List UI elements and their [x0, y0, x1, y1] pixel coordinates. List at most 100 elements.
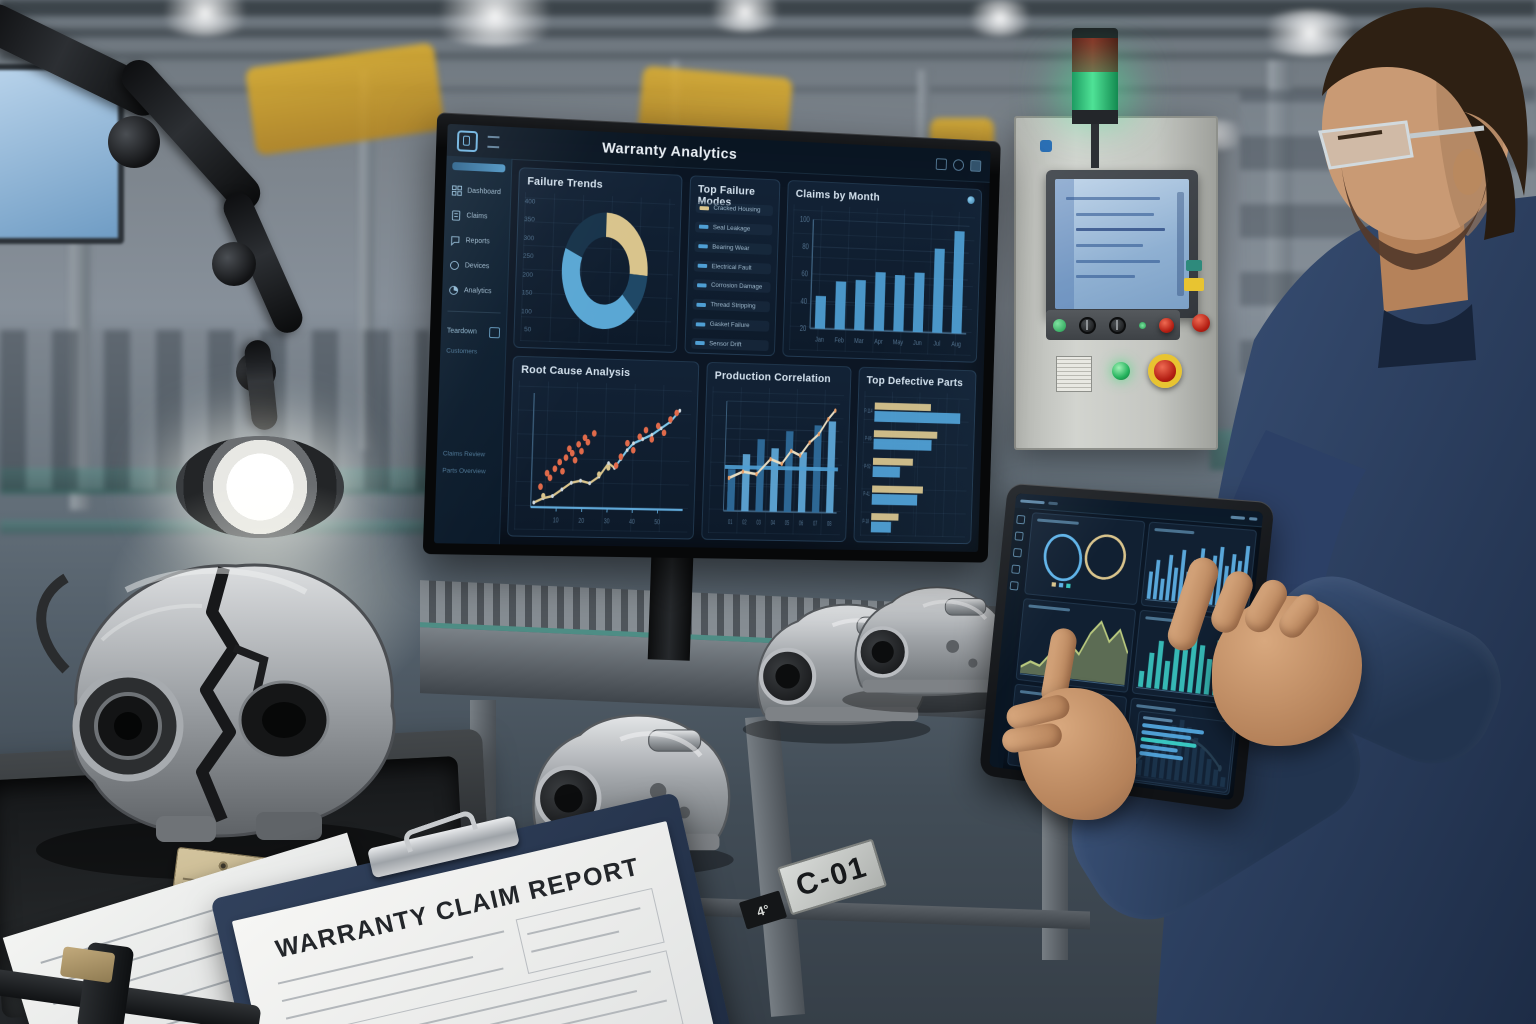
sidebar-item-dashboard[interactable]: Dashboard [445, 178, 511, 206]
broken-part [36, 563, 416, 880]
svg-text:40: 40 [800, 296, 807, 306]
svg-text:P-52: P-52 [864, 463, 871, 470]
pie-icon [448, 285, 459, 296]
hmi-terminal [1046, 170, 1198, 318]
stack-green-segment [1072, 72, 1118, 110]
sidebar-item-customers[interactable]: Customers [446, 347, 478, 356]
legend-item[interactable]: Bearing Wear [694, 240, 772, 255]
selector-switch-2[interactable] [1108, 316, 1126, 334]
svg-text:06: 06 [799, 521, 804, 528]
sidebar-item-claims[interactable]: Claims [444, 203, 510, 231]
layout-icon[interactable] [935, 158, 947, 171]
legend-swatch [699, 205, 709, 210]
svg-text:P-41: P-41 [863, 491, 870, 498]
legend-item[interactable]: Cracked Housing [695, 201, 773, 217]
svg-text:20: 20 [799, 323, 806, 333]
sidebar-item-devices[interactable]: Devices [443, 252, 509, 279]
legend-item[interactable]: Gasket Failure [691, 318, 770, 332]
svg-text:04: 04 [770, 520, 775, 527]
sidebar-item-teardown[interactable]: Teardown [441, 319, 507, 344]
stack-light [1072, 28, 1118, 168]
legend-item[interactable]: Electrical Fault [693, 260, 772, 274]
svg-text:10: 10 [553, 517, 559, 525]
green-pilot-light [1112, 362, 1130, 380]
failure-modes-legend: Cracked Housing Seal Leakage Bearing Wea… [690, 201, 773, 352]
control-cabinet [1014, 116, 1218, 450]
yellow-label [1184, 278, 1204, 291]
start-button[interactable] [1052, 318, 1066, 332]
page-title: Warranty Analytics [601, 139, 738, 163]
svg-text:80: 80 [802, 242, 809, 252]
svg-text:Feb: Feb [834, 337, 844, 345]
cabinet-button-strip [1046, 310, 1180, 340]
panel-production-correlation: Production Correlation 01 02 03 04 05 06 07 08 [700, 361, 852, 543]
tablet-panel-area[interactable] [1015, 598, 1137, 693]
tablet-area-chart [1020, 607, 1132, 688]
hmi-screen[interactable] [1055, 179, 1189, 309]
user-avatar-icon[interactable] [970, 159, 982, 172]
spec-sticker [1056, 356, 1092, 392]
svg-text:03: 03 [756, 520, 761, 527]
svg-text:30: 30 [604, 518, 610, 526]
legend-item[interactable]: Corrosion Damage [692, 279, 771, 294]
estop-small[interactable] [1158, 317, 1174, 333]
production-correlation-chart: 01 02 03 04 05 06 07 08 [708, 388, 844, 537]
panel-top-defective-parts: Top Defective Parts P-114 P-86 P-52 P-41 P-1… [853, 366, 977, 545]
legend-item[interactable]: Sensor Drift [690, 337, 769, 352]
bell-icon[interactable] [952, 159, 965, 172]
top-defective-parts-chart: P-114 P-86 P-52 P-41 P-18 [860, 393, 970, 539]
svg-text:Apr: Apr [874, 338, 883, 346]
claims-by-month-bar-chart: 100 80 60 40 20 Jan Feb Mar Apr May Jun Jul Aug [789, 206, 975, 357]
svg-text:40: 40 [629, 518, 635, 526]
dashboard-screen: Warranty Analytics Dashboard Claims [433, 123, 991, 552]
panel-claims-by-month: Claims by Month 100 80 60 40 20 Jan Feb Mar Apr M… [782, 179, 983, 363]
legend-item[interactable]: Seal Leakage [694, 221, 773, 236]
svg-text:P-18: P-18 [862, 518, 869, 525]
teal-label [1186, 260, 1202, 271]
stack-red-segment [1072, 38, 1118, 72]
sidebar-footer-link-1[interactable]: Claims Review [442, 450, 486, 459]
external-link-icon [488, 327, 501, 339]
chat-icon [450, 235, 461, 246]
svg-text:Mar: Mar [854, 338, 864, 346]
app-logo-icon [456, 129, 479, 152]
svg-text:Jan: Jan [815, 336, 824, 344]
panel-root-cause: Root Cause Analysis 10 20 30 40 50 [507, 355, 700, 540]
svg-text:05: 05 [784, 520, 789, 527]
svg-text:Jul: Jul [933, 340, 941, 348]
status-led [1138, 321, 1146, 329]
sidebar-footer-link-2[interactable]: Parts Overview [442, 467, 486, 476]
root-cause-scatter-chart: 10 20 30 40 50 [514, 383, 692, 535]
svg-text:01: 01 [728, 519, 733, 526]
svg-text:20: 20 [578, 517, 584, 525]
sidebar-item-analytics[interactable]: Analytics [442, 277, 508, 304]
svg-text:02: 02 [742, 520, 747, 527]
sidebar: Dashboard Claims Reports Devices Analyti… [433, 155, 513, 545]
menu-icon[interactable] [487, 135, 500, 149]
panel-top-failure-modes: Top Failure Modes Cracked Housing Seal L… [684, 175, 781, 357]
svg-text:60: 60 [801, 269, 808, 279]
svg-text:07: 07 [813, 521, 818, 528]
wall-monitor: Warranty Analytics Dashboard Claims [422, 112, 1001, 563]
grid-icon [452, 185, 462, 196]
svg-text:100: 100 [800, 214, 810, 224]
circle-icon [449, 260, 460, 271]
svg-text:Aug: Aug [951, 341, 961, 349]
legend-item[interactable]: Thread Stripping [692, 298, 770, 313]
estop-side[interactable] [1192, 314, 1210, 332]
svg-text:50: 50 [654, 518, 660, 526]
svg-text:P-86: P-86 [865, 435, 872, 442]
svg-text:May: May [893, 339, 904, 347]
estop-main[interactable] [1148, 354, 1182, 388]
document-icon [451, 210, 462, 221]
svg-text:P-114: P-114 [864, 408, 873, 415]
svg-text:08: 08 [827, 521, 832, 528]
dashboard-body: Failure Trends 400 350 300 250 200 150 100 5… [499, 159, 990, 552]
failure-trends-donut-chart [550, 197, 660, 345]
sidebar-item-reports[interactable]: Reports [444, 228, 510, 256]
cabinet-logo [1040, 140, 1052, 152]
panel-failure-trends: Failure Trends 400 350 300 250 200 150 100 5… [513, 167, 683, 354]
selector-switch[interactable] [1078, 316, 1096, 334]
sidebar-active-indicator [452, 161, 506, 173]
